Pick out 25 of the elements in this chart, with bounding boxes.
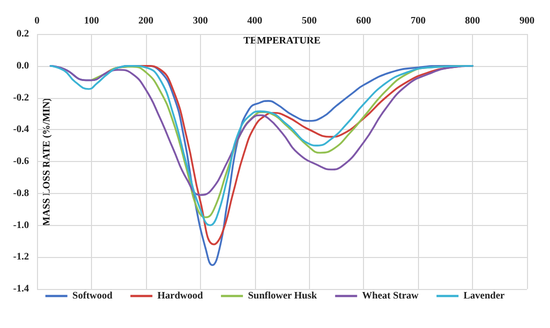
x-tick-label: 0 [34,16,40,26]
x-tick-label: 900 [520,16,534,26]
y-tick-label: -1.2 [13,252,29,263]
legend-label: Wheat Straw [362,290,420,302]
legend-label: Sunflower Husk [248,290,318,302]
x-tick-label: 100 [84,16,99,26]
x-tick-label: 200 [138,16,154,26]
x-tick-label: 800 [465,16,480,26]
legend-label: Hardwood [157,290,204,302]
y-tick-label: -1.4 [13,284,29,294]
y-tick-label: -0.6 [13,156,29,167]
x-tick-label: 400 [247,16,262,26]
legend-label: Lavender [464,290,506,302]
x-axis-title: TEMPERATURE [243,36,321,46]
x-tick-label: 600 [356,16,372,26]
x-tick-label: 500 [302,16,317,26]
y-tick-label: -0.4 [13,124,29,136]
y-tick-label: -0.8 [13,188,29,199]
y-tick-label: -0.2 [13,92,29,104]
x-tick-label: 700 [410,16,426,26]
x-tick-label: 300 [192,16,208,26]
y-tick-label: 0.0 [16,60,29,72]
legend-label: Softwood [72,290,113,302]
y-tick-label: 0.2 [16,28,29,40]
y-tick-label: -1.0 [13,220,29,231]
